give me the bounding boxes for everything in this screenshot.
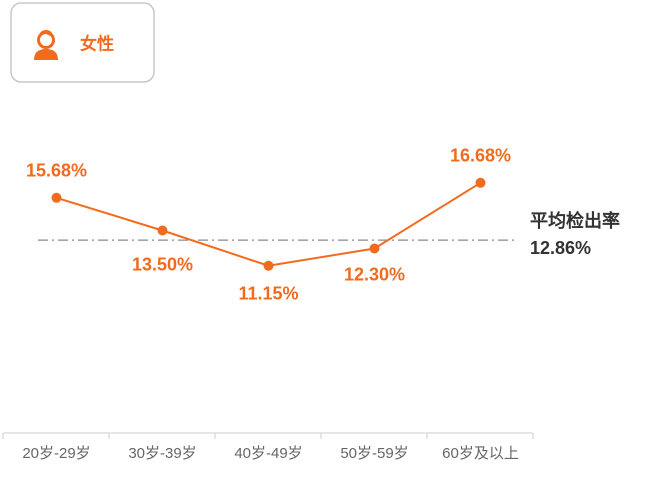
point bbox=[475, 177, 486, 188]
data-label: 11.15% bbox=[238, 284, 298, 304]
x-tick-label: 30岁-39岁 bbox=[128, 445, 196, 462]
data-label: 16.68% bbox=[450, 146, 511, 166]
point bbox=[157, 225, 168, 236]
data-label: 12.30% bbox=[344, 264, 405, 284]
point bbox=[51, 192, 62, 203]
legend-icon bbox=[34, 30, 58, 60]
average-label: 平均检出率 bbox=[530, 210, 620, 231]
point bbox=[369, 243, 380, 254]
line bbox=[56, 181, 482, 267]
data-label: 15.68% bbox=[26, 161, 87, 181]
legend-label: 女性 bbox=[80, 33, 114, 53]
x-tick-label: 50岁-59岁 bbox=[340, 445, 408, 462]
x-tick-label: 20岁-29岁 bbox=[22, 445, 90, 462]
average-value-label: 12.86% bbox=[530, 238, 591, 258]
legend-box bbox=[10, 2, 155, 83]
point bbox=[263, 260, 274, 271]
data-label: 13.50% bbox=[132, 254, 193, 274]
x-tick-label: 60岁及以上 bbox=[442, 445, 519, 462]
x-tick-label: 40岁-49岁 bbox=[234, 445, 302, 462]
